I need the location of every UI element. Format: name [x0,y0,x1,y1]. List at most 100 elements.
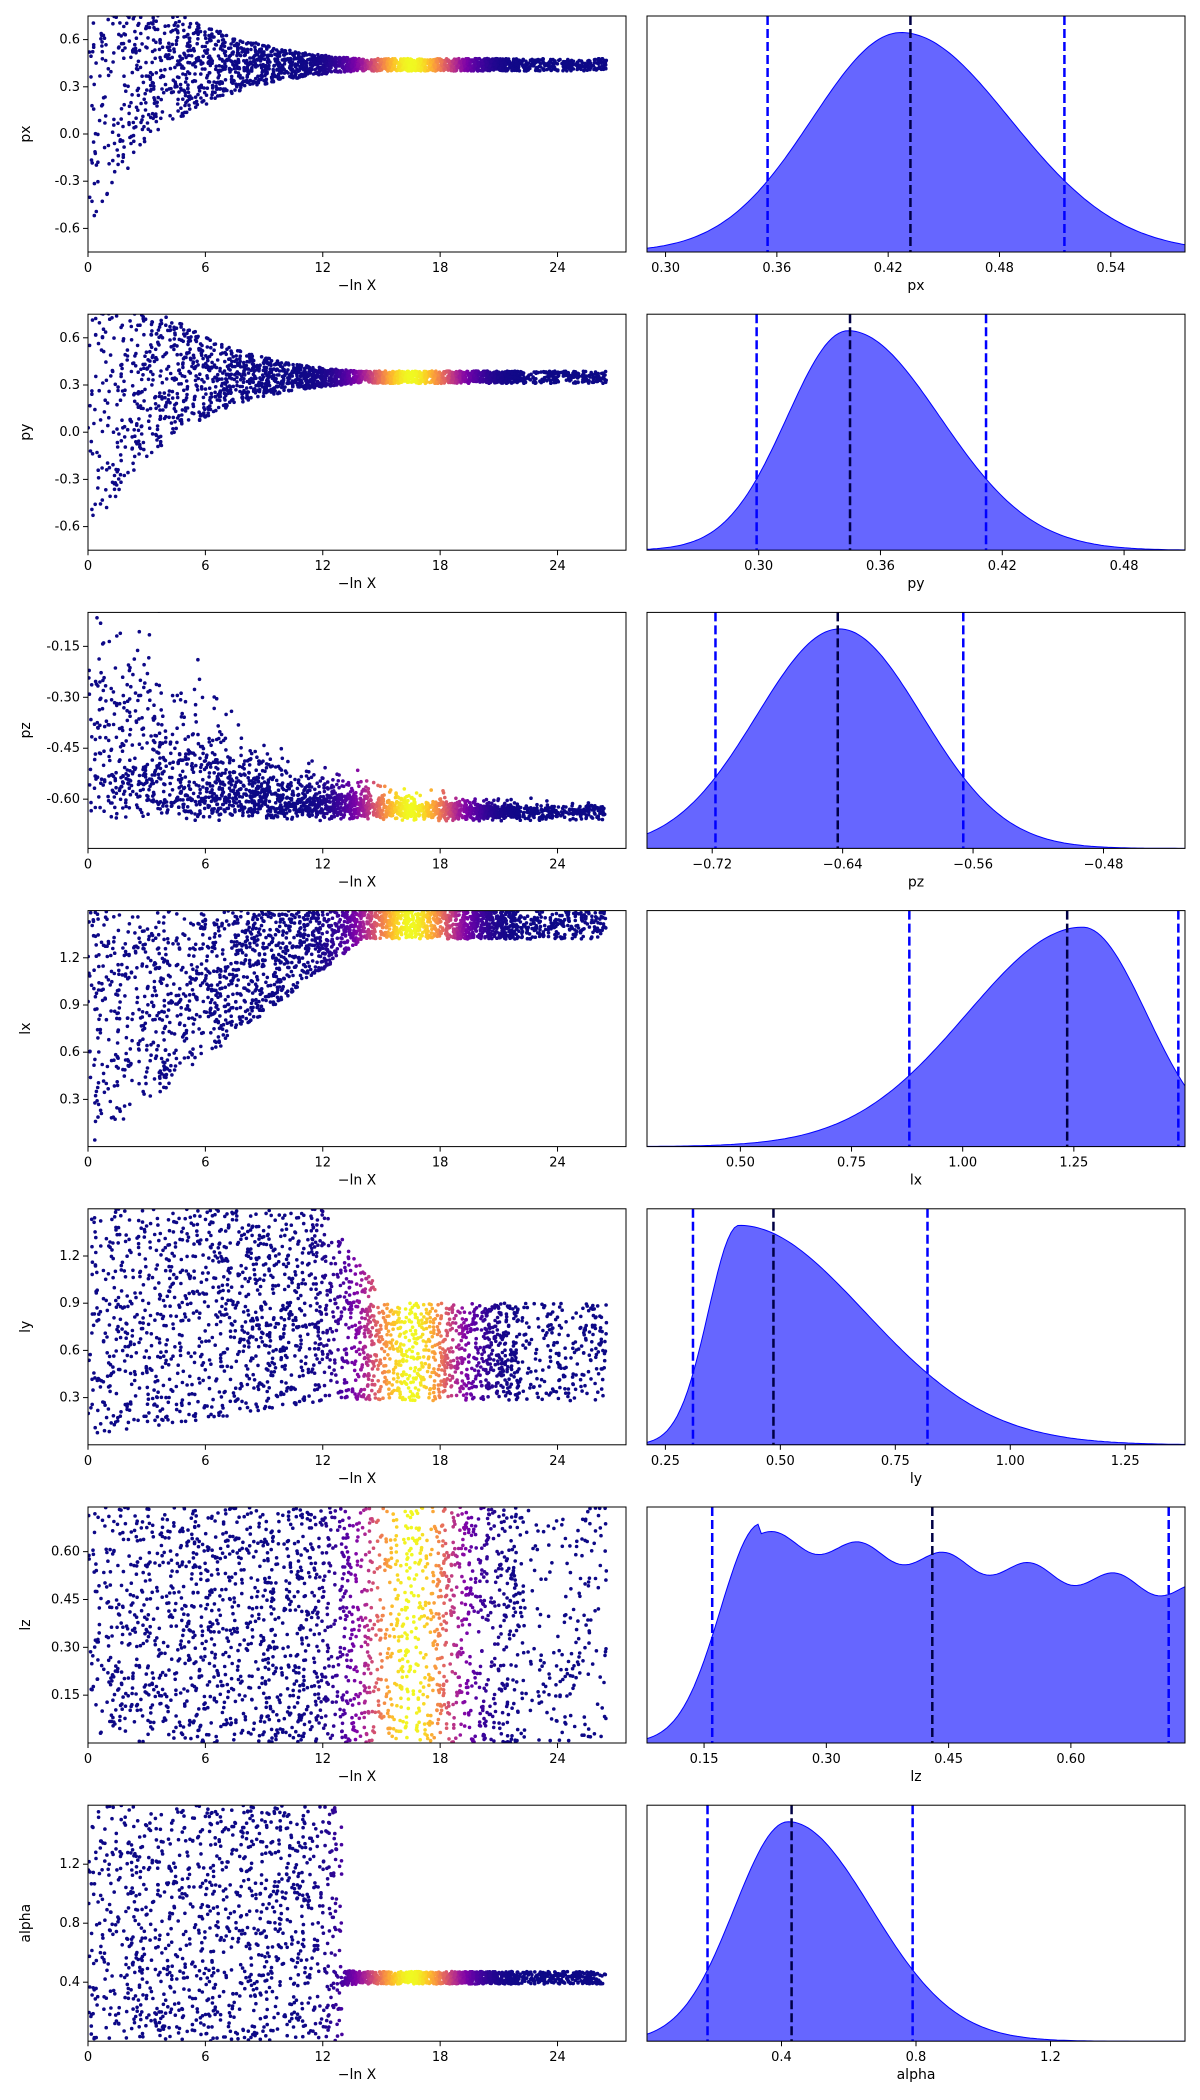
py-trace-point [245,393,249,397]
px-trace-point [510,66,514,71]
px-trace-point [264,79,268,83]
pz-trace-point [600,817,605,822]
px-trace-point [181,22,185,27]
px-trace-point [307,52,312,57]
py-trace-point [392,378,397,383]
px-trace-point [160,45,165,49]
py-trace-point [204,336,209,340]
px-trace-point [170,8,174,12]
py-trace-point [122,435,127,439]
py-trace-point [173,403,177,407]
py-trace-point [164,323,168,328]
px-trace-point [184,110,189,115]
py-trace-point [240,392,244,396]
py-trace-point [238,384,242,389]
py-trace-point [287,389,291,393]
px-trace-point [199,96,203,100]
px-trace-point [243,61,248,65]
px-trace-point [153,56,157,61]
px-trace-point [140,127,145,132]
px-trace-point [187,25,192,29]
px-trace-point [592,60,597,65]
py-trace-point [472,373,476,378]
py-trace-point [119,458,123,463]
px-trace-point [159,116,163,121]
px-trace-point [225,88,229,93]
py-trace-point [90,392,94,397]
py-trace-point [305,364,310,369]
py-trace-point [97,454,102,459]
px-trace-point [315,61,320,65]
py-trace-point [115,402,119,407]
py-trace-point [573,371,577,375]
px-trace-point [223,59,228,63]
py-trace-point [112,473,117,478]
py-trace-point [204,365,208,370]
py-trace-point [186,328,190,333]
py-trace-point [161,354,165,359]
py-trace-point [148,305,152,309]
py-trace-ylabel: py [18,424,34,441]
py-trace-point [290,369,295,373]
py-trace-point [147,426,152,431]
py-trace-point [186,339,191,344]
pz-trace-point [177,812,181,816]
px-trace-point [230,81,235,85]
px-trace-point [151,81,155,85]
py-trace-point [188,371,193,375]
py-trace-point [471,379,476,384]
py-trace-point [587,379,591,383]
py-trace-point [159,369,163,373]
px-trace-point [194,99,199,104]
py-trace-point [137,294,141,298]
py-trace-point [98,418,103,422]
px-marginal-xtick-label: 0.36 [762,261,791,276]
py-trace-point [492,375,497,380]
py-trace-point [207,368,212,373]
px-trace-point [151,7,155,11]
px-trace-point [112,117,116,122]
px-trace-point [218,29,222,34]
py-trace-point [145,408,150,412]
py-trace-point [179,325,183,329]
px-trace-point [599,61,603,65]
px-trace-point [229,77,234,82]
px-trace-point [229,42,233,46]
py-trace-point [111,258,115,262]
px-trace-point [170,10,174,14]
py-trace-point [100,429,105,434]
py-trace-point [262,365,267,370]
px-trace-point [146,36,150,40]
py-trace-point [157,335,161,340]
px-trace-point [205,48,210,52]
px-trace-point [172,49,177,54]
py-trace-point [190,364,194,369]
px-trace-point [515,58,519,62]
py-trace-point [201,402,206,406]
px-trace-point [120,48,125,53]
px-trace-xtick-label: 18 [432,261,449,276]
py-trace-point [167,389,172,393]
px-trace-point [596,66,600,71]
py-trace-point [204,354,208,358]
px-trace-point [451,59,455,63]
py-trace-point [102,258,106,262]
px-trace-point [206,60,210,65]
py-trace-point [209,345,213,350]
py-trace-point [220,377,224,381]
py-trace-point [118,453,123,457]
px-trace-point [286,71,290,75]
px-trace-point [287,59,292,64]
py-trace-point [160,397,164,401]
px-trace-point [155,27,160,32]
px-trace-point [228,70,232,74]
py-trace-point [108,297,112,301]
py-trace-ytick-label: 0.3 [59,378,80,393]
py-trace-point [118,398,123,403]
py-trace-point [111,260,115,264]
py-trace-point [141,362,145,367]
py-trace-point [122,379,126,384]
py-trace-point [115,297,119,301]
px-trace-point [174,42,179,46]
py-trace-point [181,356,186,361]
